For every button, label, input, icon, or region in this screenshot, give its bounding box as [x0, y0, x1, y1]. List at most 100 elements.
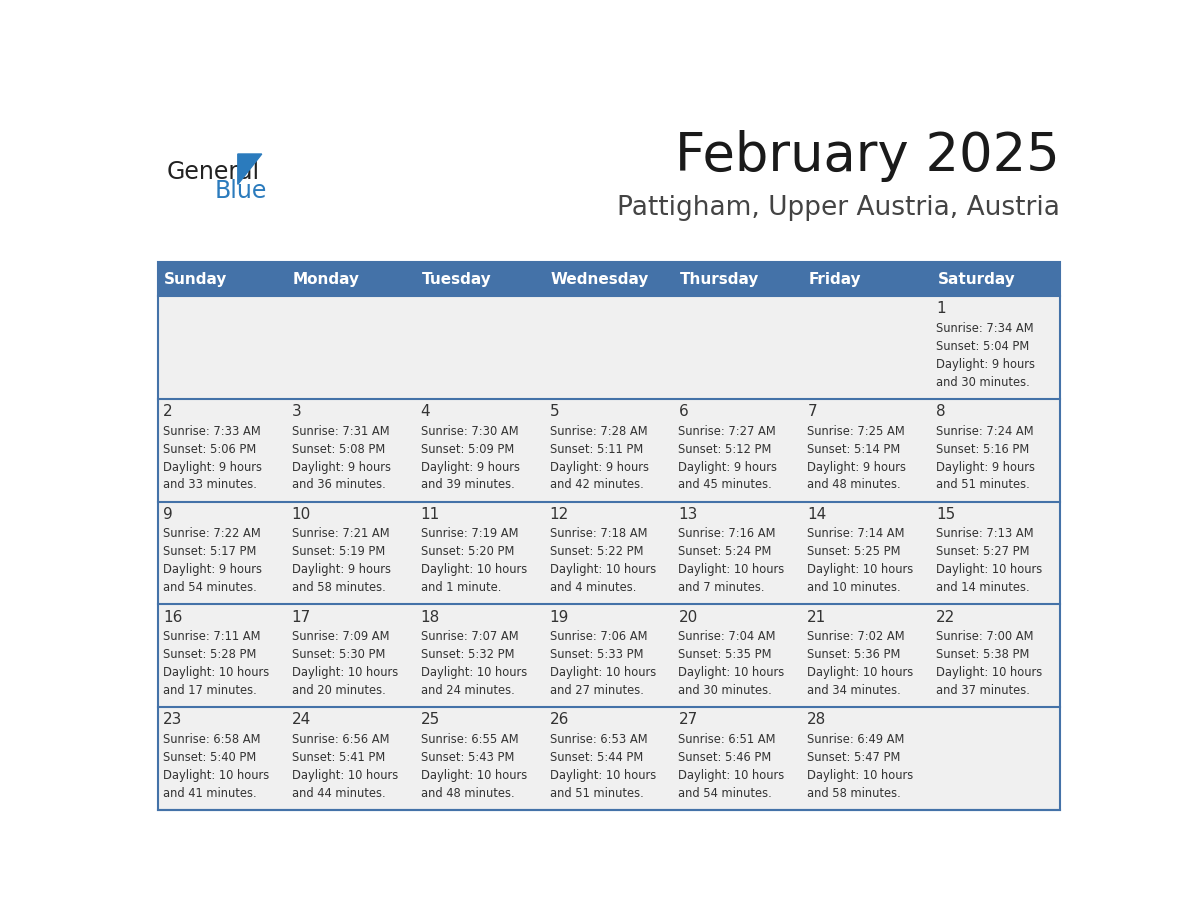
- Text: Sunset: 5:36 PM: Sunset: 5:36 PM: [808, 648, 901, 661]
- Text: and 39 minutes.: and 39 minutes.: [421, 478, 514, 491]
- FancyBboxPatch shape: [674, 604, 802, 707]
- FancyBboxPatch shape: [286, 297, 416, 398]
- Text: Sunrise: 7:24 AM: Sunrise: 7:24 AM: [936, 424, 1034, 438]
- Text: Daylight: 9 hours: Daylight: 9 hours: [421, 461, 519, 474]
- Text: Sunset: 5:22 PM: Sunset: 5:22 PM: [550, 545, 643, 558]
- Text: Sunrise: 7:06 AM: Sunrise: 7:06 AM: [550, 630, 647, 644]
- FancyBboxPatch shape: [416, 398, 544, 501]
- Text: and 24 minutes.: and 24 minutes.: [421, 684, 514, 697]
- Text: 18: 18: [421, 610, 440, 624]
- FancyBboxPatch shape: [931, 297, 1060, 398]
- Text: Sunrise: 7:30 AM: Sunrise: 7:30 AM: [421, 424, 518, 438]
- Text: Daylight: 9 hours: Daylight: 9 hours: [936, 461, 1035, 474]
- Text: 1: 1: [936, 301, 946, 316]
- Text: Thursday: Thursday: [680, 272, 759, 286]
- Text: Sunrise: 7:34 AM: Sunrise: 7:34 AM: [936, 321, 1034, 335]
- Text: Sunset: 5:46 PM: Sunset: 5:46 PM: [678, 751, 772, 764]
- Text: Daylight: 9 hours: Daylight: 9 hours: [550, 461, 649, 474]
- Text: Daylight: 10 hours: Daylight: 10 hours: [936, 666, 1043, 679]
- Text: and 54 minutes.: and 54 minutes.: [163, 581, 257, 594]
- Text: 25: 25: [421, 712, 440, 727]
- Text: and 48 minutes.: and 48 minutes.: [808, 478, 901, 491]
- Text: and 58 minutes.: and 58 minutes.: [808, 787, 902, 800]
- Text: 27: 27: [678, 712, 697, 727]
- Text: Sunset: 5:24 PM: Sunset: 5:24 PM: [678, 545, 772, 558]
- Text: Sunrise: 7:11 AM: Sunrise: 7:11 AM: [163, 630, 260, 644]
- FancyBboxPatch shape: [158, 604, 286, 707]
- Text: February 2025: February 2025: [675, 130, 1060, 182]
- FancyBboxPatch shape: [674, 297, 802, 398]
- Text: Daylight: 10 hours: Daylight: 10 hours: [550, 564, 656, 577]
- Text: Sunrise: 6:49 AM: Sunrise: 6:49 AM: [808, 733, 905, 745]
- FancyBboxPatch shape: [931, 707, 1060, 810]
- Text: and 41 minutes.: and 41 minutes.: [163, 787, 257, 800]
- Text: Sunrise: 7:14 AM: Sunrise: 7:14 AM: [808, 527, 905, 541]
- Text: Sunset: 5:08 PM: Sunset: 5:08 PM: [292, 442, 385, 455]
- Text: Daylight: 10 hours: Daylight: 10 hours: [678, 564, 785, 577]
- Text: Daylight: 10 hours: Daylight: 10 hours: [292, 666, 398, 679]
- Text: Sunday: Sunday: [164, 272, 228, 286]
- Text: Daylight: 10 hours: Daylight: 10 hours: [421, 769, 527, 782]
- Text: Sunrise: 7:02 AM: Sunrise: 7:02 AM: [808, 630, 905, 644]
- Text: Sunset: 5:40 PM: Sunset: 5:40 PM: [163, 751, 257, 764]
- Text: Sunset: 5:43 PM: Sunset: 5:43 PM: [421, 751, 514, 764]
- Text: and 45 minutes.: and 45 minutes.: [678, 478, 772, 491]
- Text: Sunset: 5:44 PM: Sunset: 5:44 PM: [550, 751, 643, 764]
- Text: and 1 minute.: and 1 minute.: [421, 581, 501, 594]
- Text: and 34 minutes.: and 34 minutes.: [808, 684, 902, 697]
- Text: Tuesday: Tuesday: [422, 272, 492, 286]
- Text: Sunset: 5:25 PM: Sunset: 5:25 PM: [808, 545, 901, 558]
- Text: Sunset: 5:19 PM: Sunset: 5:19 PM: [292, 545, 385, 558]
- Text: Sunset: 5:32 PM: Sunset: 5:32 PM: [421, 648, 514, 661]
- Text: Daylight: 10 hours: Daylight: 10 hours: [808, 666, 914, 679]
- Text: Sunset: 5:41 PM: Sunset: 5:41 PM: [292, 751, 385, 764]
- Text: and 7 minutes.: and 7 minutes.: [678, 581, 765, 594]
- Text: Sunrise: 6:58 AM: Sunrise: 6:58 AM: [163, 733, 260, 745]
- Text: 8: 8: [936, 404, 946, 419]
- Text: Sunrise: 7:33 AM: Sunrise: 7:33 AM: [163, 424, 260, 438]
- FancyBboxPatch shape: [802, 263, 931, 297]
- Text: 4: 4: [421, 404, 430, 419]
- Text: 15: 15: [936, 507, 955, 521]
- FancyBboxPatch shape: [416, 297, 544, 398]
- FancyBboxPatch shape: [674, 707, 802, 810]
- Text: Daylight: 9 hours: Daylight: 9 hours: [163, 564, 261, 577]
- Text: and 10 minutes.: and 10 minutes.: [808, 581, 901, 594]
- Text: General: General: [166, 161, 260, 185]
- Text: 12: 12: [550, 507, 569, 521]
- Text: Daylight: 10 hours: Daylight: 10 hours: [808, 564, 914, 577]
- Text: and 37 minutes.: and 37 minutes.: [936, 684, 1030, 697]
- Text: Sunrise: 7:19 AM: Sunrise: 7:19 AM: [421, 527, 518, 541]
- Text: Sunset: 5:20 PM: Sunset: 5:20 PM: [421, 545, 514, 558]
- Text: and 20 minutes.: and 20 minutes.: [292, 684, 386, 697]
- Text: 6: 6: [678, 404, 688, 419]
- Text: Sunrise: 7:09 AM: Sunrise: 7:09 AM: [292, 630, 390, 644]
- Text: Daylight: 10 hours: Daylight: 10 hours: [292, 769, 398, 782]
- Text: Daylight: 10 hours: Daylight: 10 hours: [808, 769, 914, 782]
- Text: and 42 minutes.: and 42 minutes.: [550, 478, 644, 491]
- Text: Daylight: 10 hours: Daylight: 10 hours: [678, 769, 785, 782]
- Text: Sunset: 5:06 PM: Sunset: 5:06 PM: [163, 442, 257, 455]
- Text: and 14 minutes.: and 14 minutes.: [936, 581, 1030, 594]
- FancyBboxPatch shape: [931, 604, 1060, 707]
- Text: Daylight: 10 hours: Daylight: 10 hours: [550, 666, 656, 679]
- Text: Sunrise: 7:07 AM: Sunrise: 7:07 AM: [421, 630, 518, 644]
- Text: and 54 minutes.: and 54 minutes.: [678, 787, 772, 800]
- Text: 19: 19: [550, 610, 569, 624]
- Text: 28: 28: [808, 712, 827, 727]
- Text: Daylight: 9 hours: Daylight: 9 hours: [808, 461, 906, 474]
- Text: Sunset: 5:12 PM: Sunset: 5:12 PM: [678, 442, 772, 455]
- Text: 21: 21: [808, 610, 827, 624]
- Text: Saturday: Saturday: [937, 272, 1016, 286]
- Text: Sunset: 5:28 PM: Sunset: 5:28 PM: [163, 648, 257, 661]
- Text: Daylight: 10 hours: Daylight: 10 hours: [421, 666, 527, 679]
- Text: Sunset: 5:14 PM: Sunset: 5:14 PM: [808, 442, 901, 455]
- Text: Sunrise: 7:04 AM: Sunrise: 7:04 AM: [678, 630, 776, 644]
- Text: Sunrise: 7:00 AM: Sunrise: 7:00 AM: [936, 630, 1034, 644]
- Text: Daylight: 9 hours: Daylight: 9 hours: [678, 461, 777, 474]
- Text: 5: 5: [550, 404, 560, 419]
- Text: Sunrise: 7:22 AM: Sunrise: 7:22 AM: [163, 527, 260, 541]
- Text: Sunrise: 6:55 AM: Sunrise: 6:55 AM: [421, 733, 518, 745]
- Text: 16: 16: [163, 610, 182, 624]
- Text: and 33 minutes.: and 33 minutes.: [163, 478, 257, 491]
